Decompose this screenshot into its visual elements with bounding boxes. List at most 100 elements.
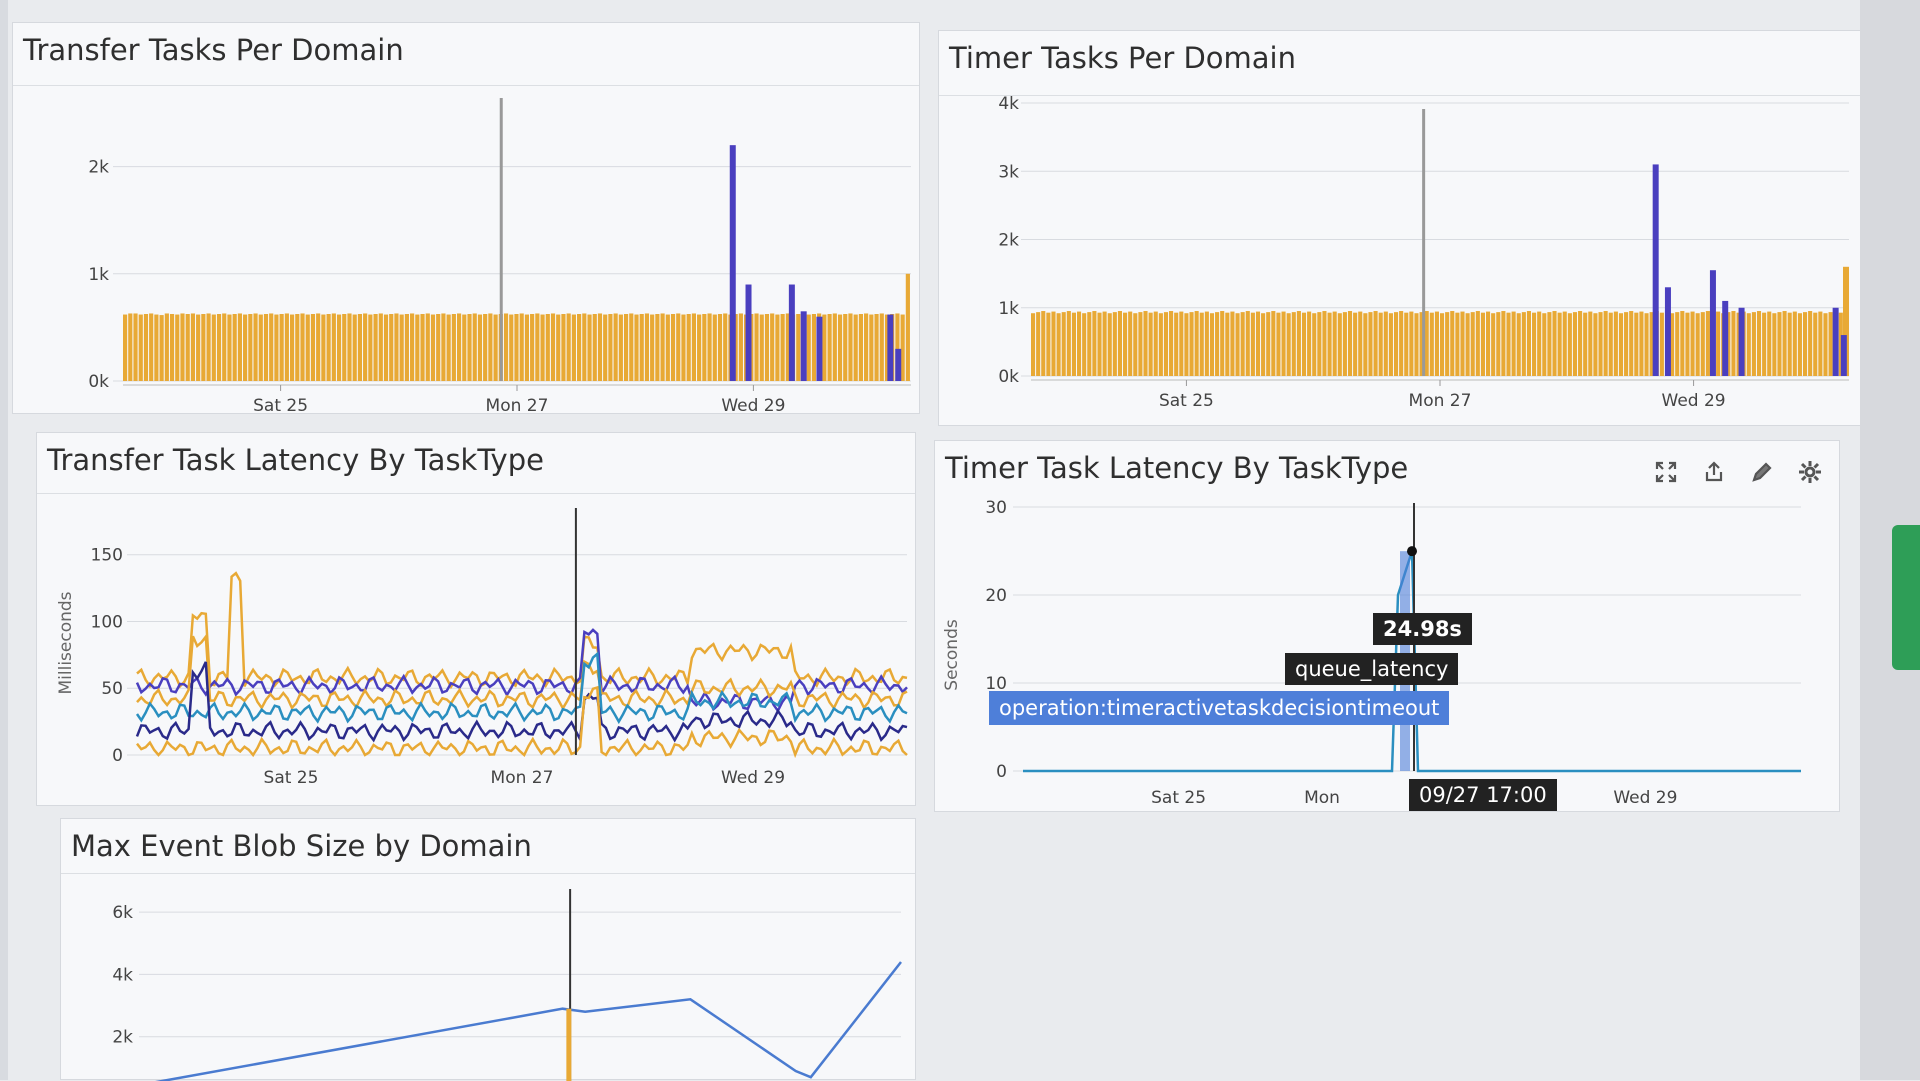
divider <box>13 85 919 86</box>
edit-icon[interactable] <box>1749 459 1775 485</box>
bar <box>655 314 660 381</box>
bar-spike <box>1832 307 1839 376</box>
bar-spike <box>1709 270 1716 376</box>
panel-blob-size: Max Event Blob Size by Domain 2k 4k 6k <box>60 818 917 1081</box>
bar <box>143 314 149 381</box>
bar <box>1813 312 1818 376</box>
bar <box>1143 311 1148 376</box>
bar <box>1184 313 1189 376</box>
expand-icon[interactable] <box>1653 459 1679 485</box>
bar <box>1291 312 1296 376</box>
bar <box>357 314 363 381</box>
bar <box>884 314 890 381</box>
bar <box>206 313 211 381</box>
bar <box>185 314 190 381</box>
bar <box>1792 311 1797 376</box>
bar <box>1368 312 1373 376</box>
bar <box>456 313 462 381</box>
bar <box>1777 312 1782 376</box>
bar <box>1128 311 1133 376</box>
bar <box>670 314 676 381</box>
bar <box>1567 313 1572 376</box>
bar <box>336 314 342 381</box>
panel-transfer-tasks: Transfer Tasks Per Domain 0k 1k 2k Sat 25 Mo… <box>12 22 921 416</box>
bar <box>1716 311 1721 376</box>
y-tick-label: 0k <box>88 372 109 392</box>
chart-transfer-latency[interactable]: 0 50 100 150 Milliseconds Sat 25 Mon 27 Wed 29 <box>37 433 917 807</box>
x-tick-label: Sat 25 <box>264 768 319 788</box>
bar <box>483 314 488 381</box>
chart-blob-size[interactable]: 2k 4k 6k <box>61 819 917 1081</box>
bar <box>1700 312 1705 376</box>
bar <box>1450 311 1455 376</box>
bar <box>1823 313 1828 376</box>
bar <box>754 313 759 381</box>
bar <box>519 313 524 381</box>
bar <box>717 314 723 381</box>
bar <box>1419 312 1424 376</box>
hover-point <box>1407 546 1417 557</box>
chart-transfer-tasks[interactable]: 0k 1k 2k Sat 25 Mon 27 Wed 29 <box>13 23 921 416</box>
bar <box>472 313 477 381</box>
bar <box>232 314 237 381</box>
bar <box>1245 311 1250 376</box>
bar <box>1337 313 1342 376</box>
chart-timer-tasks[interactable]: 0k 1k 2k 3k 4k Sat 25 Mon 27 Wed 29 <box>939 31 1867 427</box>
bar-spike <box>1738 307 1745 376</box>
left-edge <box>0 0 8 1080</box>
bar-spike <box>788 284 795 381</box>
bar <box>222 313 227 381</box>
bar <box>858 314 863 381</box>
bar <box>1404 312 1409 376</box>
x-tick-label: Sat 25 <box>253 396 308 416</box>
x-tick-label: Wed 29 <box>1662 391 1726 411</box>
bar <box>237 313 242 381</box>
y-tick-label: 150 <box>91 546 123 566</box>
x-tick-label: Mon 27 <box>1409 391 1472 411</box>
panel-title: Max Event Blob Size by Domain <box>71 829 532 863</box>
gear-icon[interactable] <box>1797 459 1823 485</box>
bar <box>1322 311 1327 376</box>
y-tick-label: 2k <box>88 158 109 178</box>
bar <box>289 314 295 381</box>
share-icon[interactable] <box>1701 459 1727 485</box>
bar <box>1163 312 1169 376</box>
bar <box>467 314 472 381</box>
bar <box>1097 312 1102 376</box>
bar <box>550 313 556 381</box>
bar <box>1031 313 1036 376</box>
bar <box>1393 312 1399 376</box>
bar <box>1271 311 1276 376</box>
bar <box>509 314 514 381</box>
bar <box>1414 313 1419 376</box>
bar <box>1705 311 1710 376</box>
bar <box>1521 312 1526 376</box>
bar <box>634 314 639 381</box>
bar <box>441 313 446 381</box>
bar <box>639 314 644 381</box>
bar <box>1133 313 1138 376</box>
bar <box>1066 311 1071 376</box>
bar <box>702 314 707 381</box>
panel-toolbar <box>1653 459 1823 485</box>
bar <box>764 314 770 381</box>
bar <box>723 313 728 381</box>
bar <box>644 313 650 381</box>
bar <box>1220 311 1225 376</box>
panel-timer-tasks: Timer Tasks Per Domain 0k 1k 2k 3k 4k Sat 25 M… <box>938 30 1866 426</box>
bar <box>258 314 263 381</box>
bar <box>1455 312 1460 376</box>
bar <box>1843 266 1849 376</box>
bar <box>1690 311 1695 376</box>
bar-spike <box>1652 164 1659 376</box>
bar <box>540 314 545 381</box>
bar <box>1363 313 1368 376</box>
bar <box>1547 312 1552 376</box>
bar <box>420 314 425 381</box>
bar <box>1629 311 1634 376</box>
y-tick-label: 0 <box>996 762 1007 782</box>
x-tick-label: Wed 29 <box>1613 788 1677 808</box>
y-tick-label: 20 <box>985 586 1007 606</box>
side-tab[interactable] <box>1892 525 1920 670</box>
bar <box>556 314 561 381</box>
